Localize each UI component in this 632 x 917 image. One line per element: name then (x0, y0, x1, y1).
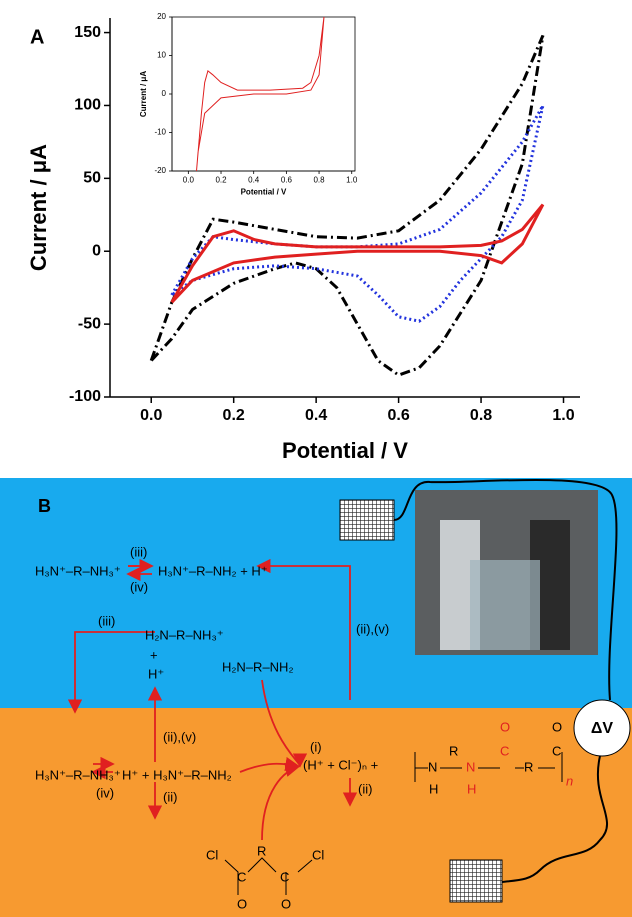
atom: Cl (206, 847, 218, 862)
y-tick-label: -100 (69, 388, 101, 405)
atom: C (237, 869, 246, 884)
y-tick-label: 100 (74, 97, 101, 114)
step-label: (i) (310, 739, 322, 754)
species: H⁺ (148, 666, 164, 681)
chart: 0.0 0.2 0.4 0.6 0.8 1.0-100-50050100150Potent… (26, 12, 580, 463)
y-tick-label: 0 (162, 89, 167, 98)
atom: N (428, 759, 437, 774)
x-tick-label: 1.0 (346, 176, 358, 185)
electrode-mesh (339, 499, 395, 541)
photo-cell (470, 560, 540, 650)
organic-phase (0, 708, 632, 917)
plus: + (150, 647, 158, 662)
species: (H⁺ + Cl⁻)ₙ + (303, 757, 378, 772)
x-tick-label: 0.2 (223, 407, 245, 424)
species: H⁺ + H₃N⁺–R–NH₂ (122, 767, 232, 782)
repeat-index: n (566, 773, 573, 788)
y-tick-label: 150 (74, 24, 101, 41)
y-tick-label: -50 (78, 315, 101, 332)
x-tick-label: 1.0 (552, 407, 574, 424)
atom: O (552, 719, 562, 734)
panel-label: B (38, 496, 51, 516)
step-label: (iii) (98, 613, 115, 628)
step-label: (ii),(v) (163, 729, 196, 744)
y-axis-title: Current / μA (26, 144, 51, 271)
wire (393, 478, 618, 883)
species: H₃N⁺–R–NH₃⁺ (35, 563, 121, 578)
panel-label: A (30, 26, 44, 48)
x-tick-label: 0.6 (281, 176, 293, 185)
cv-curve (196, 16, 325, 172)
x-tick-label: 0.6 (387, 407, 409, 424)
voltage-label: ΔV (591, 720, 614, 737)
x-tick-label: 0.8 (470, 407, 492, 424)
atom: O (237, 896, 247, 911)
species: H₂N–R–NH₂ (222, 659, 294, 674)
atom: O (281, 896, 291, 911)
arrow (256, 558, 351, 700)
voltage-source (573, 699, 631, 757)
atom: R (524, 759, 533, 774)
step-label: (ii),(v) (356, 621, 389, 636)
species: H₃N⁺–R–NH₂ + H⁺ (158, 563, 268, 578)
x-tick-label: 0.0 (140, 407, 162, 424)
step-label: (ii) (163, 789, 177, 804)
step-label: (ii) (358, 781, 372, 796)
y-tick-label: 10 (157, 51, 166, 60)
x-tick-label: 0.8 (313, 176, 325, 185)
y-tick-label: 50 (83, 170, 101, 187)
y-tick-label: 0 (92, 242, 101, 259)
diagram: B H₃N⁺–R–NH₃⁺ (iii) (iv) H₃N⁺–R–NH₂ + H⁺… (0, 478, 632, 917)
atom: N (466, 759, 475, 774)
x-tick-label: 0.4 (305, 407, 327, 424)
step-label: (iv) (96, 785, 114, 800)
atom: R (449, 743, 458, 758)
cv-curve (170, 203, 545, 304)
acyl-bonds (224, 857, 313, 895)
atom: C (500, 743, 509, 758)
species: H₂N–R–NH₃⁺ (145, 627, 224, 642)
step-label: (iii) (130, 544, 147, 559)
cv-curve (149, 34, 545, 377)
electrode-mesh (449, 859, 503, 903)
atom: O (500, 719, 510, 734)
y-tick-label: -10 (154, 128, 166, 137)
atom: C (280, 869, 289, 884)
y-axis-title: Current / μA (139, 71, 148, 117)
x-axis-title: Potential / V (282, 438, 408, 463)
polymer-bonds (414, 752, 563, 782)
x-tick-label: 0.2 (215, 176, 227, 185)
y-tick-label: 20 (157, 12, 166, 21)
atom: H (467, 781, 476, 796)
y-tick-label: -20 (154, 166, 166, 175)
x-tick-label: 0.0 (183, 176, 195, 185)
arrow (67, 631, 155, 714)
atom: Cl (312, 847, 324, 862)
x-tick-label: 0.4 (248, 176, 260, 185)
atom: H (429, 781, 438, 796)
x-axis-title: Potential / V (241, 188, 287, 197)
step-label: (iv) (130, 579, 148, 594)
species: H₃N⁺–R–NH₃⁺ (35, 767, 121, 782)
arrow (261, 762, 300, 841)
atom: R (257, 843, 266, 858)
atom: C (552, 743, 561, 758)
